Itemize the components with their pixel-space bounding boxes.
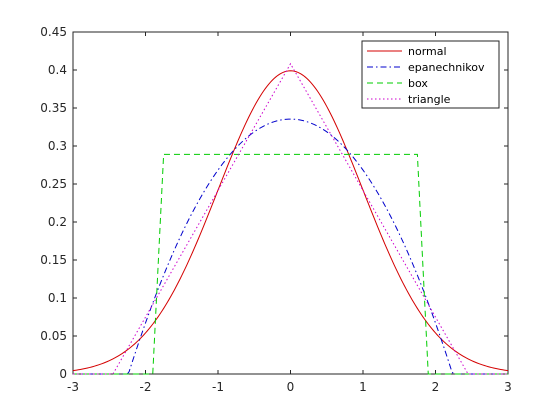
series-layer	[72, 62, 509, 375]
legend-box	[361, 40, 500, 109]
legend-label-normal: normal	[408, 45, 447, 58]
y-tick-label: 0.4	[48, 63, 67, 77]
series-line-normal	[72, 70, 509, 372]
legend-label-epanechnikov: epanechnikov	[408, 61, 485, 74]
y-tick-label: 0	[59, 367, 67, 381]
x-tick-label: 3	[504, 380, 512, 394]
y-tick-label: 0.45	[40, 25, 67, 39]
legend-label-box: box	[408, 77, 428, 90]
y-tick-label: 0.25	[40, 177, 67, 191]
x-tick-label: -1	[212, 380, 224, 394]
y-tick-label: 0.3	[48, 139, 67, 153]
x-tick-label: 0	[287, 380, 295, 394]
y-tick-label: 0.2	[48, 215, 67, 229]
x-tick-label: 1	[359, 380, 367, 394]
x-tick-label: 2	[432, 380, 440, 394]
legend-label-triangle: triangle	[408, 93, 451, 106]
y-tick-label: 0.15	[40, 253, 67, 267]
y-tick-label: 0.35	[40, 101, 67, 115]
x-tick-label: -2	[140, 380, 152, 394]
x-axis: -3 -2 -1 0 1 2 3	[67, 32, 512, 394]
series-line-triangle	[73, 62, 508, 375]
y-tick-label: 0.1	[48, 291, 67, 305]
legend: normal epanechnikov box triangle	[361, 40, 500, 109]
x-tick-label: -3	[67, 380, 79, 394]
y-axis: 0 0.05 0.1 0.15 0.2 0.25 0.3 0.35 0.4 0.45	[40, 25, 508, 381]
series-line-epanechnikov	[73, 118, 508, 375]
y-tick-label: 0.05	[40, 329, 67, 343]
